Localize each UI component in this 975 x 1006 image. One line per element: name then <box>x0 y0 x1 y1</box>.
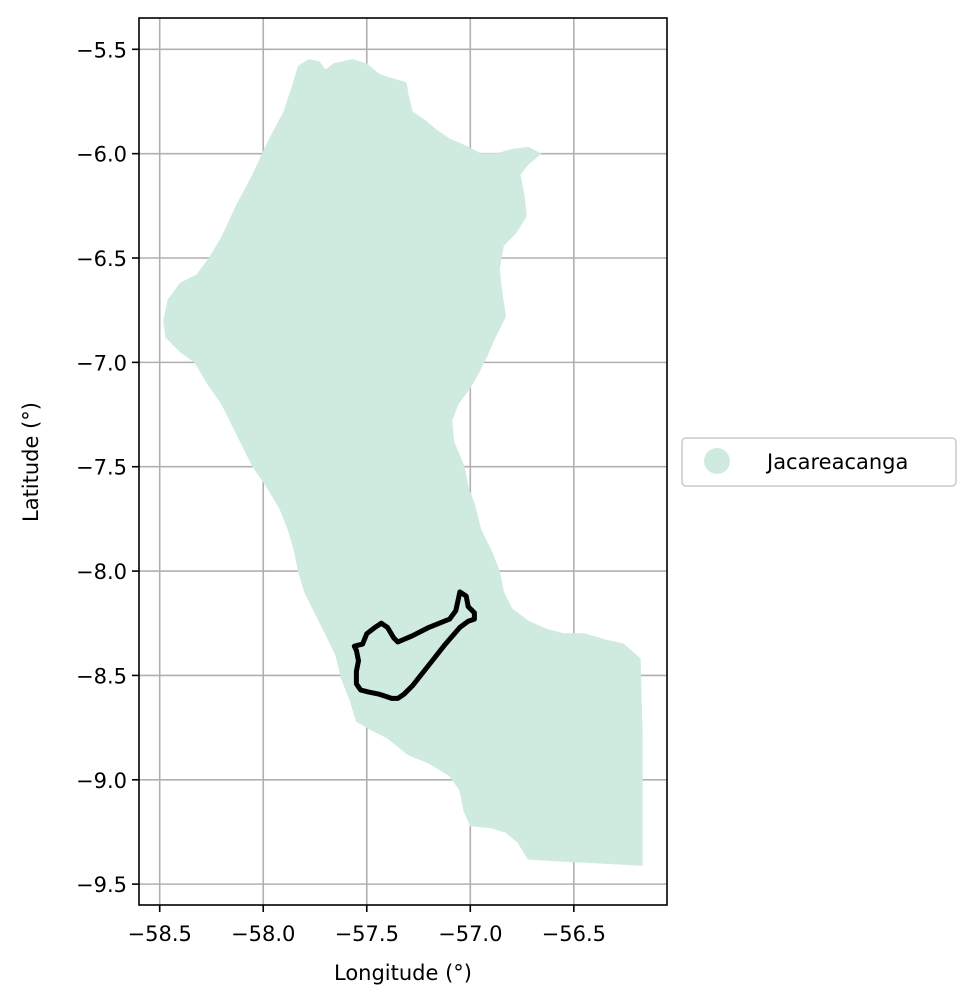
y-tick-label-6: −8.5 <box>76 664 127 688</box>
y-tick-label-7: −9.0 <box>76 769 127 793</box>
x-tick-label-2: −57.5 <box>335 922 399 946</box>
x-tick-label-0: −58.5 <box>128 922 192 946</box>
outline-layer <box>351 589 477 701</box>
region-jacareacanga <box>163 59 643 866</box>
x-axis-ticks: −58.5 −58.0 −57.5 −57.0 −56.5 <box>128 905 606 946</box>
y-tick-label-0: −5.5 <box>76 38 127 62</box>
x-tick-label-4: −56.5 <box>542 922 606 946</box>
legend-frame <box>681 437 957 487</box>
legend: Jacareacanga <box>681 437 957 487</box>
y-tick-label-1: −6.0 <box>76 143 127 167</box>
outline-jacareacanga-outline <box>351 589 477 701</box>
plot-frame <box>138 17 668 906</box>
x-tick-label-1: −58.0 <box>231 922 295 946</box>
y-axis-label: Latitude (°) <box>19 402 43 522</box>
y-tick-label-3: −7.0 <box>76 351 127 375</box>
x-axis-label: Longitude (°) <box>334 961 472 985</box>
y-tick-label-4: −7.5 <box>76 456 127 480</box>
y-tick-label-5: −8.0 <box>76 560 127 584</box>
x-tick-label-3: −57.0 <box>438 922 502 946</box>
region-layer <box>163 59 643 866</box>
y-tick-label-8: −9.5 <box>76 873 127 897</box>
plot-area: −58.5 −58.0 −57.5 −57.0 −56.5 −5.5 −6.0 −6.5 −7… <box>76 17 668 946</box>
legend-marker-jacareacanga <box>704 448 730 474</box>
y-tick-label-2: −6.5 <box>76 247 127 271</box>
legend-label-jacareacanga: Jacareacanga <box>765 450 908 474</box>
y-axis-ticks: −5.5 −6.0 −6.5 −7.0 −7.5 −8.0 −8.5 −9.0 −9.5 <box>76 38 139 897</box>
